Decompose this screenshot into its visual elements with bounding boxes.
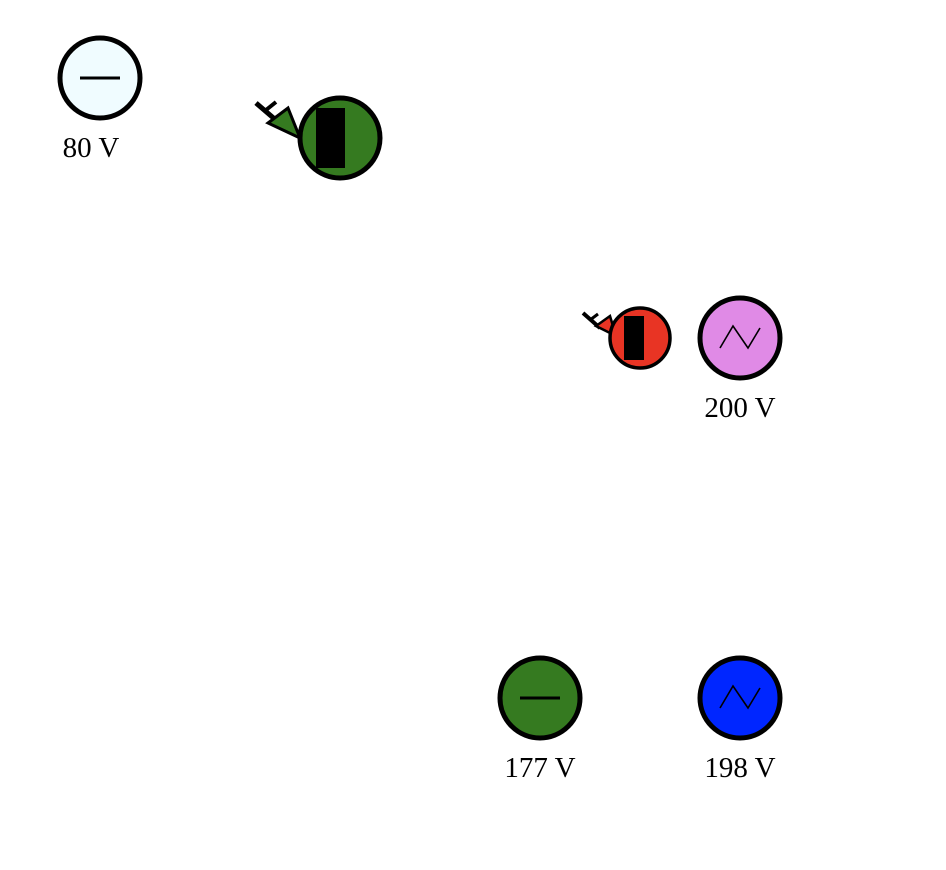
source-voltage-label: 198 V xyxy=(704,752,775,784)
photo-sensor-green xyxy=(254,95,383,181)
source-voltage-label: 200 V xyxy=(704,392,775,424)
ac-waveform xyxy=(719,684,761,710)
dc-source-177v: 177 V xyxy=(497,655,583,784)
source-voltage-label: 80 V xyxy=(63,132,120,164)
ac-source-198v: 198 V xyxy=(697,655,783,784)
dc-source-80v: 80 V xyxy=(57,35,143,164)
light-ray-line xyxy=(589,312,599,322)
ac-source-200v: 200 V xyxy=(697,295,783,424)
ac-waveform xyxy=(719,324,761,350)
photo-sensor-red xyxy=(581,306,672,370)
sensor-element xyxy=(624,316,644,360)
sensor-element xyxy=(316,108,345,168)
ac-source-icon xyxy=(697,655,783,741)
source-voltage-label: 177 V xyxy=(504,752,575,784)
light-ray-line xyxy=(264,100,278,112)
ac-source-icon xyxy=(697,295,783,381)
light-arrowhead-icon xyxy=(265,105,303,141)
